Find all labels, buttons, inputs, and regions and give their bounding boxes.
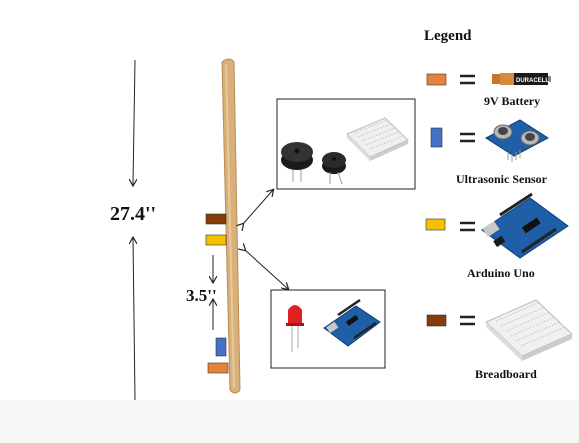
legend-equals-signs	[460, 74, 475, 326]
height-dimension-label: 27.4''	[110, 203, 157, 225]
height-arrow-up	[133, 238, 135, 401]
arduino-uno-icon	[481, 192, 569, 259]
callout-arrow-bottom	[245, 250, 288, 289]
breadboard-icon	[485, 299, 573, 361]
callout-arrow-top	[243, 190, 273, 224]
pole-breadboard-marker	[205, 213, 227, 225]
pole-battery-marker	[207, 362, 229, 374]
mini-breadboard-icon	[346, 117, 409, 161]
legend-title: Legend	[424, 28, 472, 44]
wooden-pole	[221, 58, 241, 394]
buzzer-icon	[281, 142, 346, 185]
spacing-dimension-label: 3.5''	[186, 286, 217, 305]
led-icon	[286, 305, 304, 352]
ultrasonic-sensor-icon	[485, 119, 549, 162]
battery-brand-text: DURACELL	[516, 78, 549, 84]
battery-icon: DURACELL	[492, 73, 551, 85]
legend-marker-battery	[426, 73, 447, 86]
arduino-board-icon	[323, 298, 381, 347]
pole-arduino-marker	[205, 234, 227, 246]
pole-ultrasonic-marker	[215, 337, 227, 357]
legend-label-arduino: Arduino Uno	[467, 266, 535, 280]
legend-label-battery: 9V Battery	[484, 94, 541, 108]
height-arrow-down	[133, 59, 135, 185]
bottom-band	[0, 400, 579, 443]
legend-marker-breadboard	[426, 314, 447, 327]
legend-label-ultrasonic: Ultrasonic Sensor	[456, 172, 547, 186]
legend-label-breadboard: Breadboard	[475, 367, 537, 381]
legend-marker-ultrasonic	[430, 127, 443, 148]
legend-marker-arduino	[425, 218, 446, 231]
